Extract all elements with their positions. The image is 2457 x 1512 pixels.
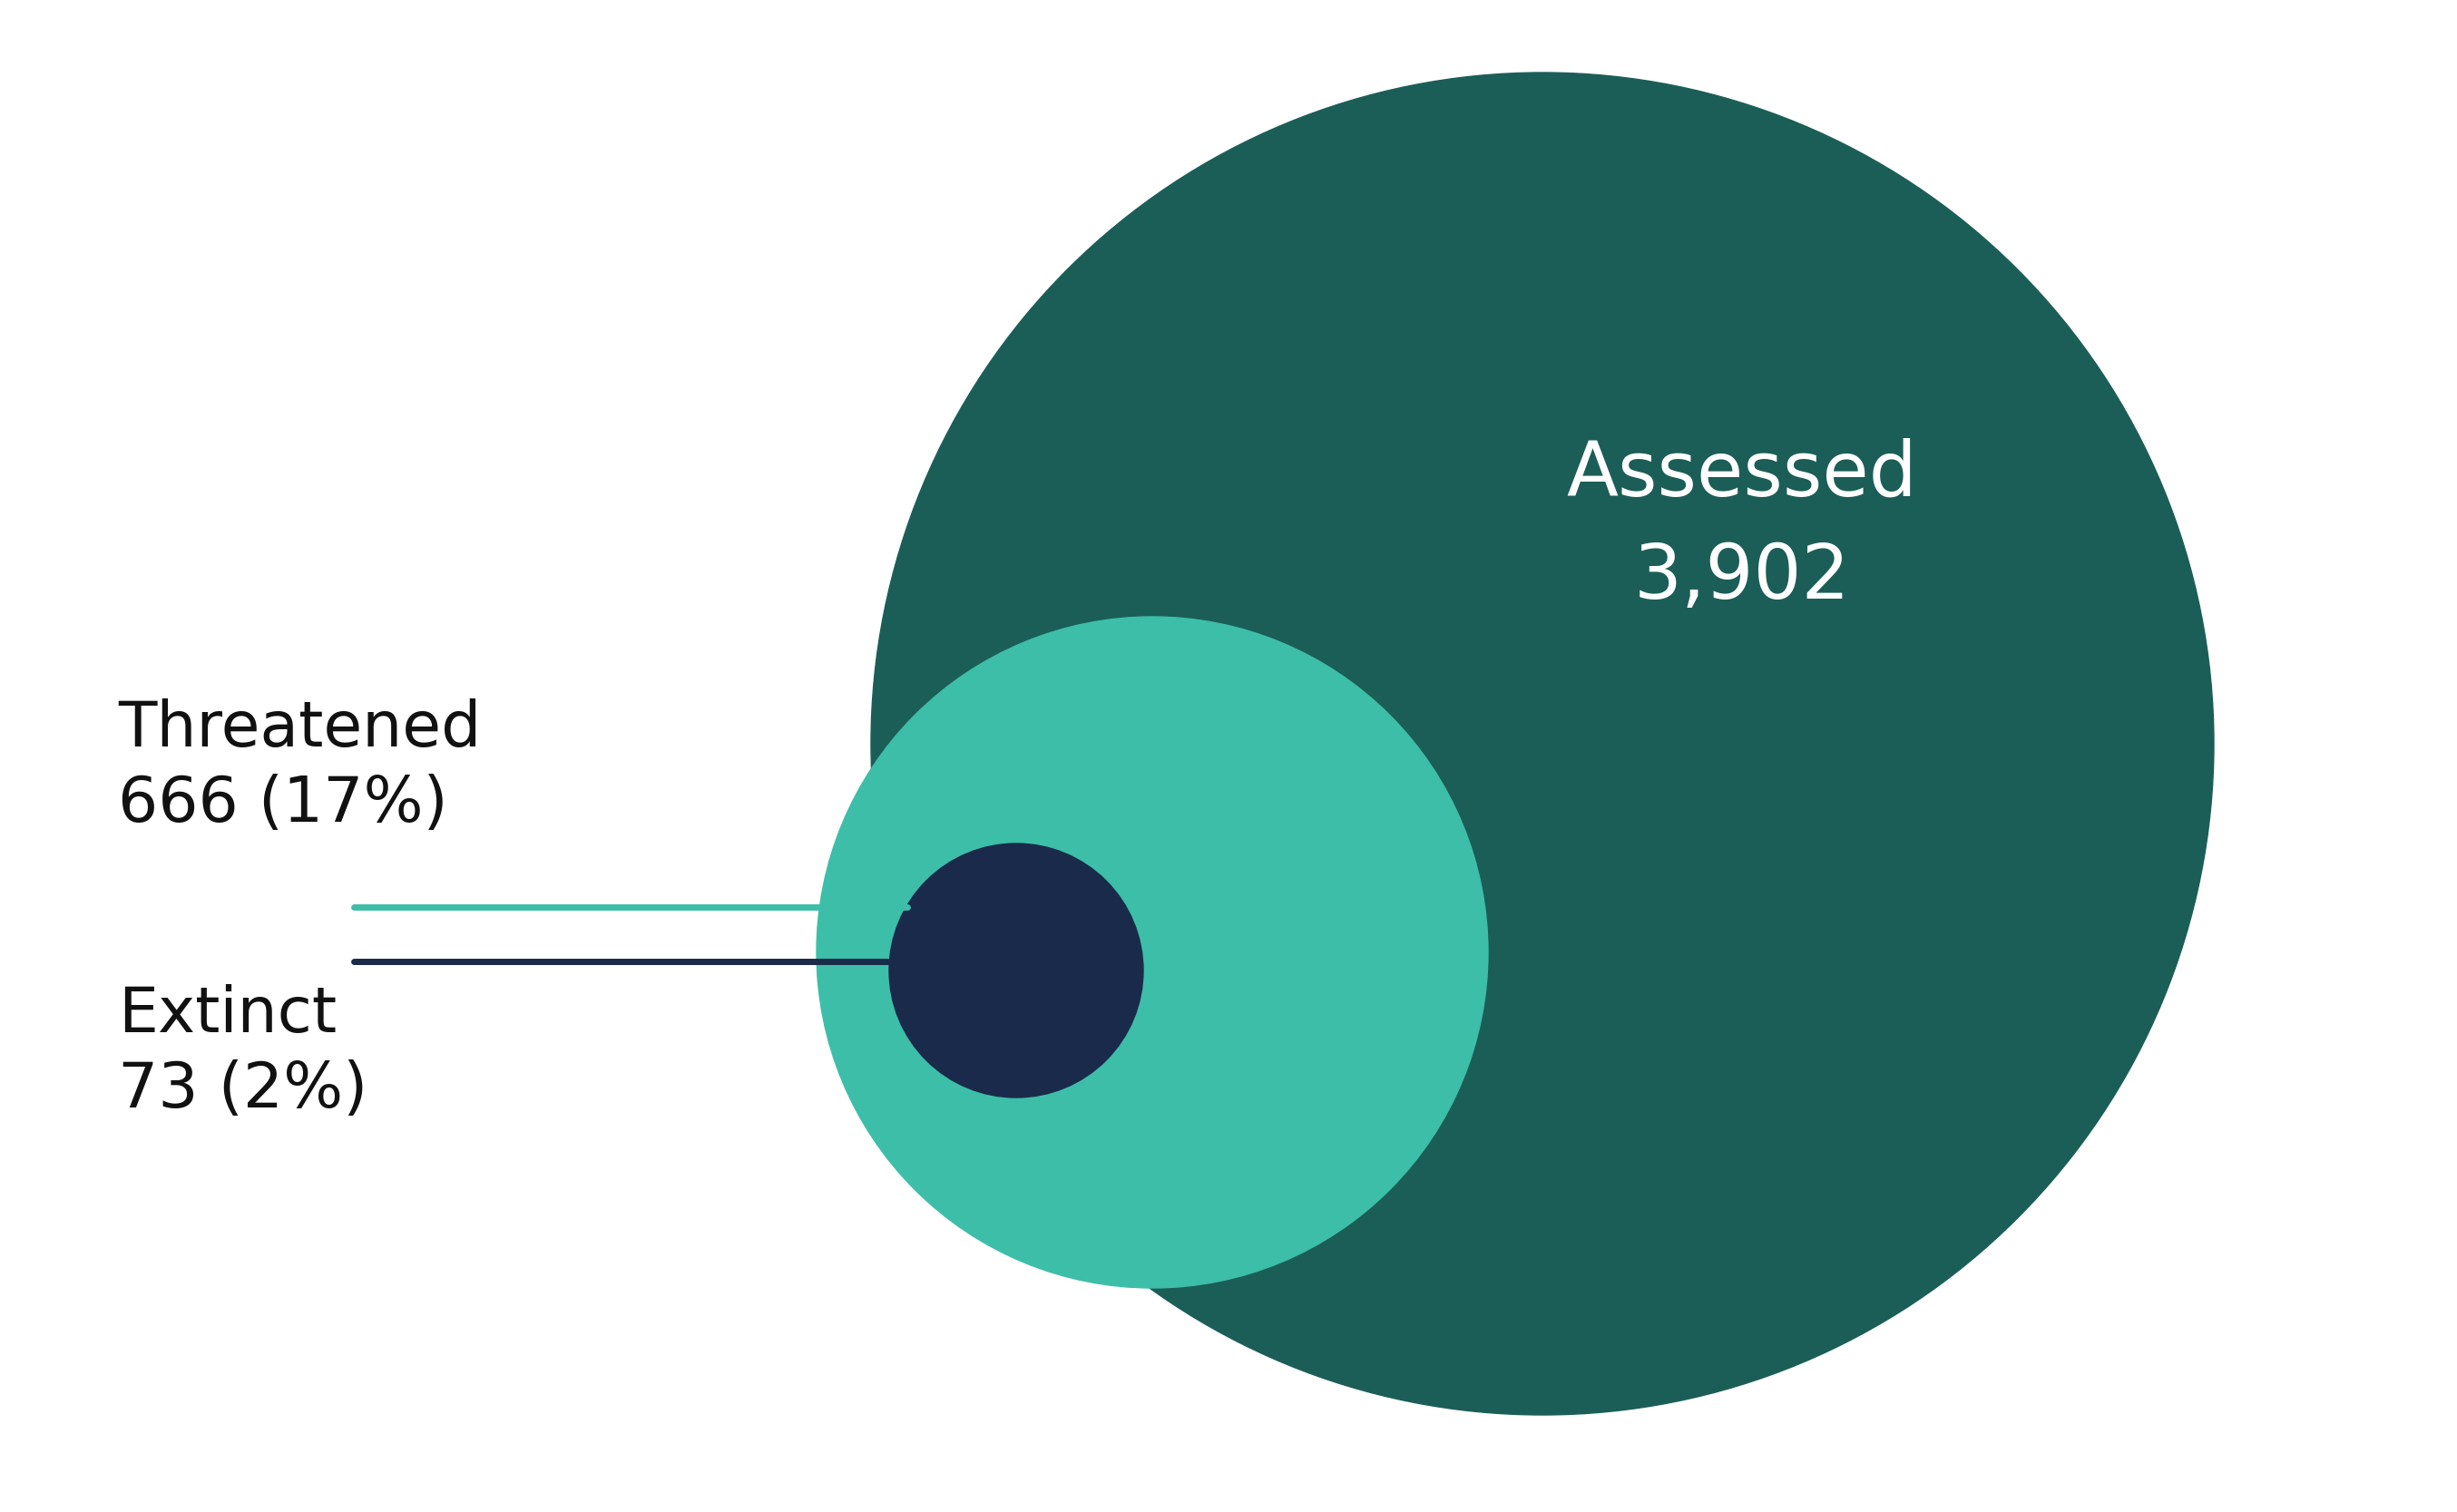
Text: Extinct
73 (2%): Extinct 73 (2%)	[118, 984, 369, 1120]
Text: Assessed
3,902: Assessed 3,902	[1568, 438, 1916, 614]
Circle shape	[872, 73, 2214, 1415]
Circle shape	[889, 844, 1143, 1098]
Text: Threatened
666 (17%): Threatened 666 (17%)	[118, 699, 482, 835]
Circle shape	[816, 617, 1489, 1288]
